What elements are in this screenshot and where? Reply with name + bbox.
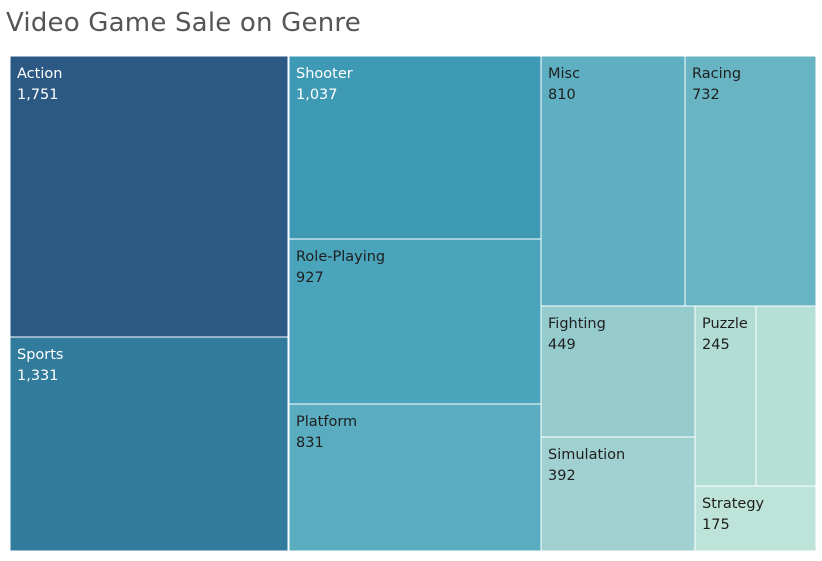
tile-label-strategy: Strategy: [702, 496, 765, 512]
tile-value-misc: 810: [548, 87, 576, 103]
tile-value-shooter: 1,037: [296, 87, 338, 103]
tile-label-fighting: Fighting: [548, 316, 606, 332]
tile-label-role-playing: Role-Playing: [296, 249, 385, 265]
tile-label-platform: Platform: [296, 414, 357, 430]
tile-value-action: 1,751: [17, 87, 59, 103]
treemap-tile-shooter[interactable]: Shooter 1,037: [288, 55, 542, 240]
treemap-tile-role-playing[interactable]: Role-Playing 927: [288, 238, 542, 405]
tile-label-sports: Sports: [17, 347, 63, 363]
tile-label-racing: Racing: [692, 66, 741, 82]
treemap-rect-role-playing[interactable]: [288, 238, 542, 405]
treemap-rect-sports[interactable]: [9, 336, 289, 552]
tile-label-action: Action: [17, 66, 62, 82]
treemap-tile-fighting[interactable]: Fighting 449: [540, 305, 696, 438]
tile-label-shooter: Shooter: [296, 66, 353, 82]
tile-value-racing: 732: [692, 87, 720, 103]
treemap-rect-platform[interactable]: [288, 403, 542, 552]
treemap-tile-simulation[interactable]: Simulation 392: [540, 436, 696, 552]
treemap-tile-racing[interactable]: Racing 732: [684, 55, 817, 307]
treemap-tile-action[interactable]: Action 1,751: [9, 55, 289, 338]
treemap-rect-shooter[interactable]: [288, 55, 542, 240]
treemap-tile-puzzle[interactable]: Puzzle 245: [694, 305, 757, 487]
chart-title: Video Game Sale on Genre: [6, 8, 361, 38]
tile-label-puzzle: Puzzle: [702, 316, 748, 332]
treemap-rect-puzzle[interactable]: [694, 305, 757, 487]
treemap-tile-sports[interactable]: Sports 1,331: [9, 336, 289, 552]
treemap-rect-strategy[interactable]: [694, 485, 817, 552]
treemap-tile-strategy[interactable]: Strategy 175: [694, 485, 817, 552]
tile-value-strategy: 175: [702, 517, 730, 533]
tile-label-simulation: Simulation: [548, 447, 625, 463]
tile-value-role-playing: 927: [296, 270, 324, 286]
tile-value-puzzle: 245: [702, 337, 730, 353]
treemap-tile-unlabeled[interactable]: [755, 305, 817, 487]
tile-value-platform: 831: [296, 435, 324, 451]
treemap-rect-unlabeled[interactable]: [755, 305, 817, 487]
treemap-rect-racing[interactable]: [684, 55, 817, 307]
treemap-tile-misc[interactable]: Misc 810: [540, 55, 686, 307]
tile-value-fighting: 449: [548, 337, 576, 353]
treemap-rect-fighting[interactable]: [540, 305, 696, 438]
tile-value-sports: 1,331: [17, 368, 59, 384]
treemap-rect-simulation[interactable]: [540, 436, 696, 552]
treemap-tile-platform[interactable]: Platform 831: [288, 403, 542, 552]
treemap-rect-action[interactable]: [9, 55, 289, 338]
tile-label-misc: Misc: [548, 66, 580, 82]
tile-value-simulation: 392: [548, 468, 576, 484]
